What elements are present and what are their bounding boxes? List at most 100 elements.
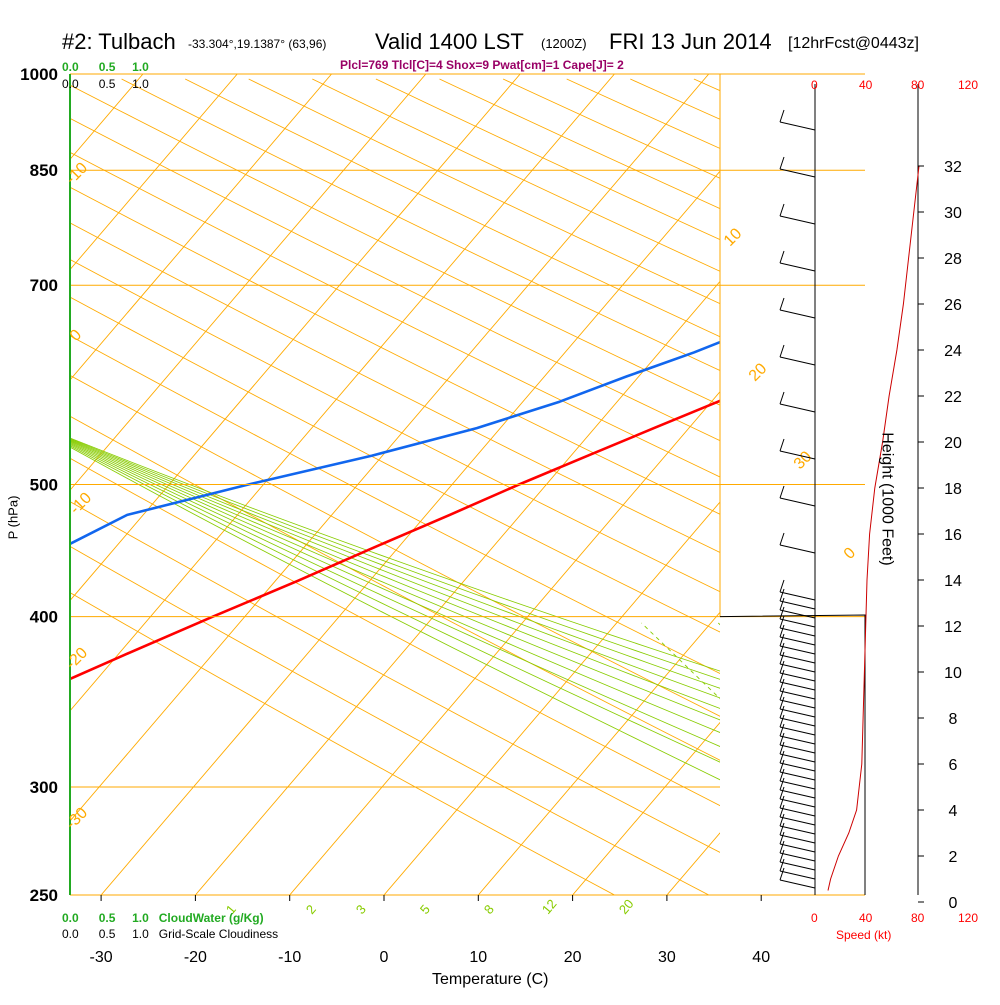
temperature-tick-label: 10 <box>469 949 487 966</box>
pressure-tick-label: 500 <box>30 476 58 495</box>
station-title: #2: Tulbach <box>62 29 176 55</box>
mixing-ratio-label: 2 <box>303 902 319 917</box>
wind-barb <box>780 122 815 130</box>
mixing-ratio-label: 3 <box>353 902 369 917</box>
wind-barb <box>780 736 815 744</box>
temperature-tick-label: -10 <box>278 949 301 966</box>
height-tick-label: 0 <box>949 895 958 912</box>
y-axis-title: P (hPa) <box>5 496 20 540</box>
cloudwater-label: CloudWater (g/Kg) <box>159 911 264 925</box>
wind-barb <box>780 545 815 553</box>
wind-barb-flag <box>780 298 784 310</box>
speed-bottom-40: 40 <box>859 911 872 925</box>
height-tick-label: 18 <box>944 481 962 498</box>
top-cl-0: 0.0 <box>62 77 79 91</box>
wind-barb <box>780 682 815 690</box>
height-tick-label: 30 <box>944 205 962 222</box>
isotherm-label: -10 <box>63 159 91 187</box>
wind-barb <box>780 664 815 672</box>
bottom-cloudwater-scale: 0.0 0.5 1.0 CloudWater (g/Kg) <box>62 911 264 925</box>
wind-barb <box>780 310 815 318</box>
wind-barb <box>780 216 815 224</box>
wind-barb-flag <box>780 486 784 498</box>
height-tick-label: 16 <box>944 527 962 544</box>
isotherm-label: 0 <box>841 544 859 562</box>
pressure-tick-label: 250 <box>30 886 58 905</box>
dry-adiabat-line <box>0 79 803 895</box>
wind-barb <box>780 637 815 645</box>
wind-barb <box>780 601 815 609</box>
wind-barb-flag <box>780 392 784 404</box>
pressure-tick-label: 850 <box>30 161 58 180</box>
wind-barb-flag <box>780 157 784 169</box>
isotherm-label: 30 <box>791 448 816 473</box>
wind-barb <box>780 691 815 699</box>
top-cw-0: 0.0 <box>62 60 79 74</box>
bot-cw-1: 0.5 <box>99 911 116 925</box>
top-cl-2: 1.0 <box>132 77 149 91</box>
pressure-tick-label: 300 <box>30 778 58 797</box>
wind-box-outline <box>720 615 865 895</box>
height-tick-label: 12 <box>944 619 962 636</box>
wind-barb <box>780 709 815 717</box>
mixing-ratio-label: 12 <box>539 896 560 917</box>
wind-speed-profile <box>828 166 919 891</box>
station-coords: -33.304°,19.1387° (63,96) <box>188 37 326 51</box>
top-cw-1: 0.5 <box>99 60 116 74</box>
forecast-info: [12hrFcst@0443z] <box>788 35 919 53</box>
dry-adiabat-line <box>0 79 615 895</box>
mixing-ratio-line <box>889 623 1000 895</box>
bot-cl-2: 1.0 <box>132 927 149 941</box>
top-cloudiness-scale: 0.0 0.5 1.0 <box>62 77 149 91</box>
speed-top-80: 80 <box>911 78 924 92</box>
wind-barb-flag <box>780 345 784 357</box>
height-tick-label: 32 <box>944 159 962 176</box>
wind-barb <box>780 862 815 870</box>
bot-cl-1: 0.5 <box>99 927 116 941</box>
moist-adiabat-line <box>0 79 954 895</box>
wind-barb-flag <box>780 204 784 216</box>
wind-barb <box>780 628 815 636</box>
wind-barb <box>780 754 815 762</box>
speed-bottom-0: 0 <box>811 911 818 925</box>
wind-barb <box>780 263 815 271</box>
temperature-tick-label: 20 <box>564 949 582 966</box>
wind-barb <box>780 357 815 365</box>
height-tick-label: 2 <box>949 849 958 866</box>
mixing-ratio-label: 8 <box>481 902 497 917</box>
wind-barb-flag <box>780 533 784 545</box>
speed-bottom-80: 80 <box>911 911 924 925</box>
top-cw-2: 1.0 <box>132 60 149 74</box>
wind-barb <box>780 781 815 789</box>
wind-barb <box>780 799 815 807</box>
pressure-tick-label: 1000 <box>20 65 58 84</box>
wind-barb <box>780 718 815 726</box>
speed-top-0: 0 <box>811 78 818 92</box>
height-tick-label: 26 <box>944 297 962 314</box>
bot-cw-0: 0.0 <box>62 911 79 925</box>
wind-barb <box>780 673 815 681</box>
wind-barb-flag <box>780 110 784 122</box>
pressure-tick-label: 700 <box>30 276 58 295</box>
dry-adiabat-line <box>122 79 1000 895</box>
cloudiness-label: Grid-Scale Cloudiness <box>159 927 278 941</box>
isotherm-label: -20 <box>63 644 91 672</box>
height-tick-label: 28 <box>944 251 962 268</box>
wind-barb <box>780 808 815 816</box>
mixing-ratio-label: 20 <box>616 896 637 917</box>
stability-indices: Plcl=769 Tlcl[C]=4 Shox=9 Pwat[cm]=1 Cap… <box>340 58 624 72</box>
wind-barb <box>780 646 815 654</box>
wind-barb <box>780 835 815 843</box>
isotherm-label: 10 <box>721 225 746 250</box>
wind-barb <box>780 772 815 780</box>
wind-barb <box>780 745 815 753</box>
isotherm-label: -30 <box>63 804 91 832</box>
wind-barb <box>780 826 815 834</box>
height-tick-label: 4 <box>949 803 958 820</box>
wind-barb <box>780 404 815 412</box>
speed-bottom-120: 120 <box>958 911 978 925</box>
bot-cl-0: 0.0 <box>62 927 79 941</box>
temperature-tick-label: 0 <box>380 949 389 966</box>
speed-axis-label: Speed (kt) <box>836 928 891 942</box>
valid-date: FRI 13 Jun 2014 <box>609 29 772 55</box>
